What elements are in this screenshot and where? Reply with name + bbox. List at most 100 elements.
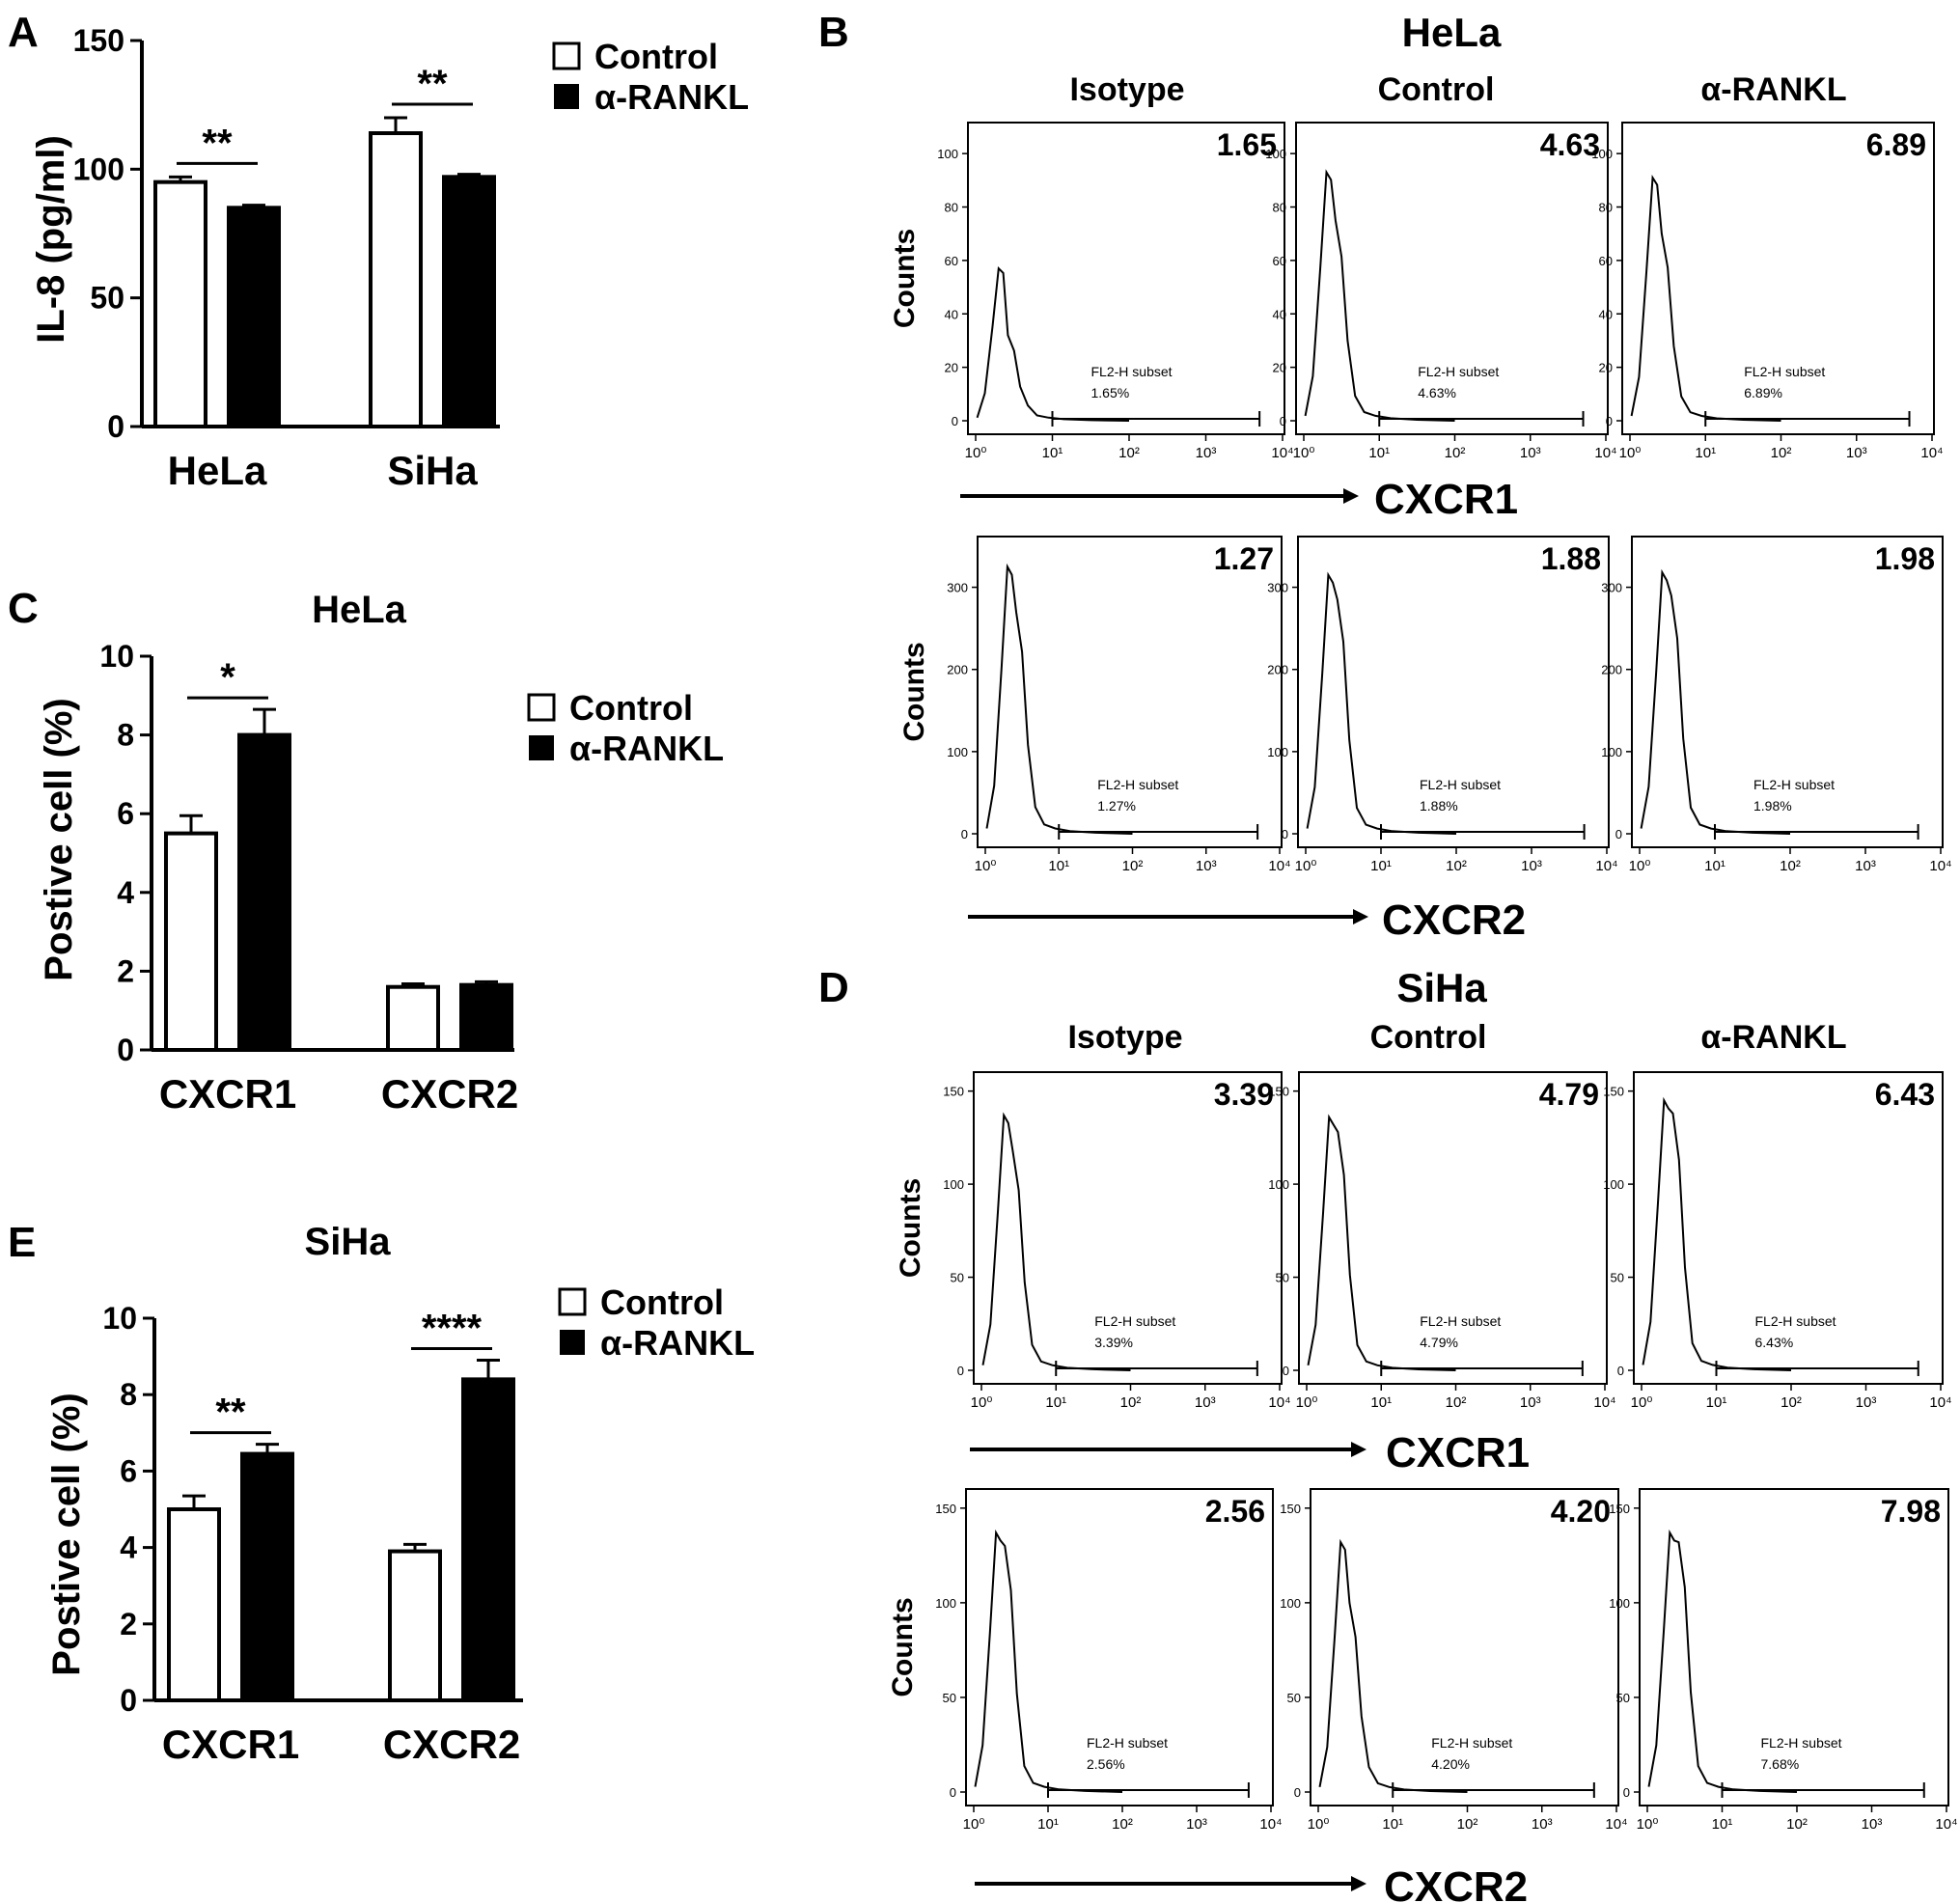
panel-c-ylabel: Postive cell (%) [38,698,80,980]
histogram-frame [1298,1071,1608,1385]
x-tick-label: 10¹ [1042,445,1063,461]
y-tick-label: 80 [1273,201,1286,215]
y-tick-label: 60 [1273,254,1286,268]
legend-treatment-swatch [529,735,554,760]
y-tick-label: 60 [1599,254,1613,268]
histogram-curve [1640,568,1791,835]
y-tick-label: 2 [117,953,134,988]
y-tick-label: 100 [947,745,968,759]
panel-a-legend: Control α-RANKL [552,37,749,117]
y-tick-label: 100 [935,1596,956,1611]
y-tick-label: 50 [90,281,124,316]
gate-percent: 6.89% [1744,385,1782,400]
y-tick-label: 100 [1609,1596,1630,1611]
rankl-bar-cxcr1 [240,1451,294,1702]
y-tick-label: 80 [945,201,958,215]
control-bar-hela [153,179,207,428]
histogram-curve [1318,1538,1468,1793]
panel-a-ylabel: IL-8 (pg/ml) [30,135,72,344]
x-tick-label: 10⁰ [1631,1394,1653,1411]
x-tick-label: 10³ [1846,445,1867,461]
gate-percent: 1.65% [1091,385,1130,400]
panel-b-title: HeLa [1402,10,1502,55]
flow-d-row1-marker: CXCR1 [970,1429,1530,1476]
rankl-bar-cxcr2 [461,1377,515,1702]
flow-d-row2-marker: CXCR2 [975,1863,1528,1903]
percent-positive-value: 4.79 [1539,1077,1599,1112]
y-tick-label: 300 [1601,581,1622,595]
histogram-curve [1647,1529,1798,1793]
x-tick-label: 10⁴ [1268,858,1290,874]
significance-stars: ** [417,63,448,105]
significance-stars: **** [422,1308,483,1350]
percent-positive-value: 6.89 [1866,127,1926,162]
y-tick-label: 60 [945,254,958,268]
gate-label: FL2-H subset [1097,777,1178,792]
x-tick-label: 10¹ [1695,445,1716,461]
y-tick-label: 50 [1611,1271,1624,1285]
y-tick-label: 50 [943,1691,956,1705]
marker-label: CXCR2 [1382,896,1526,944]
percent-positive-value: 1.88 [1541,541,1601,576]
flow-d-col-isotype: Isotype [1067,1019,1182,1056]
control-bar-cxcr1 [164,831,218,1052]
histogram-curve [974,1529,1123,1793]
x-tick-label: 10³ [1195,1394,1216,1411]
legend-control-swatch [558,1287,587,1316]
y-tick-label: 6 [120,1453,137,1488]
panel-b-flow-histograms: 0 20 40 60 80 100 10⁰ 10¹ 10² 10³ 10⁴ FL2-H subset 1… [889,122,1952,874]
x-tick-label: 10⁰ [1295,858,1317,874]
y-tick-label: 100 [1267,745,1288,759]
x-tick-label: 10⁰ [1293,445,1315,461]
percent-positive-value: 6.43 [1875,1077,1935,1112]
y-tick-label: 50 [1276,1271,1289,1285]
legend-control-swatch [527,693,556,722]
y-tick-label: 100 [73,152,124,186]
gate-percent: 7.68% [1761,1756,1800,1772]
marker-label: CXCR1 [1374,476,1518,523]
percent-positive-value: 3.39 [1214,1077,1274,1112]
control-bar-siha [369,131,423,428]
legend-control-label: Control [569,688,693,728]
x-tick-label: 10³ [1855,858,1876,874]
y-tick-label: 0 [1606,414,1613,428]
x-tick-label: 10¹ [1045,1394,1066,1411]
y-tick-label: 50 [1616,1691,1630,1705]
histogram-frame [1297,536,1610,848]
panel-d-letter: D [818,964,849,1011]
y-tick-label: 80 [1599,201,1613,215]
gate-percent: 3.39% [1094,1335,1133,1350]
gate-label: FL2-H subset [1420,1313,1501,1329]
x-tick-label: 10⁴ [1935,1816,1957,1833]
y-tick-label: 0 [120,1683,137,1718]
marker-arrowhead [1351,1442,1366,1457]
panel-d-title: SiHa [1396,965,1487,1010]
x-tick-label: 10⁴ [1595,858,1617,874]
gate-label: FL2-H subset [1091,364,1173,379]
percent-positive-value: 4.63 [1540,127,1600,162]
marker-arrowhead [1343,488,1359,504]
y-tick-label: 0 [1623,1785,1630,1800]
legend-treatment-label: α-RANKL [600,1323,755,1363]
panel-e-legend: Control α-RANKL [558,1282,755,1363]
gate-label: FL2-H subset [1753,777,1835,792]
percent-positive-value: 1.98 [1875,541,1935,576]
y-tick-label: 100 [937,147,958,161]
percent-positive-value: 1.27 [1214,541,1274,576]
y-tick-label: 10 [102,1301,137,1336]
y-tick-label: 200 [1267,663,1288,677]
y-tick-label: 200 [1601,663,1622,677]
x-tick-label: 10³ [1521,858,1542,874]
gate-percent: 4.79% [1420,1335,1458,1350]
panel-c-title: HeLa [312,589,407,631]
x-tick-label: 10² [1446,858,1467,874]
gate-percent: 2.56% [1087,1756,1125,1772]
gate-percent: 1.88% [1420,798,1458,814]
x-tick-label: 10³ [1196,858,1217,874]
counts-axis-label: Counts [887,1597,919,1696]
control-bar-cxcr2 [386,984,440,1052]
legend-control-label: Control [600,1282,724,1322]
marker-arrowhead [1353,909,1368,924]
flow-d-col-control: Control [1370,1019,1487,1056]
